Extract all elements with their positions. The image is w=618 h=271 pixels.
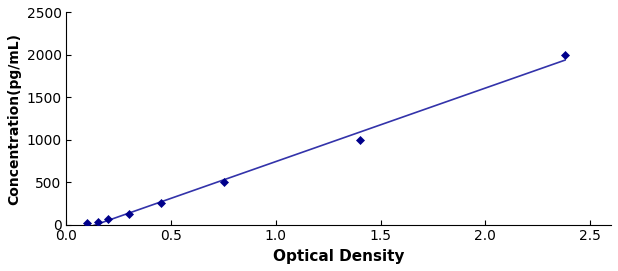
X-axis label: Optical Density: Optical Density bbox=[273, 249, 405, 264]
Y-axis label: Concentration(pg/mL): Concentration(pg/mL) bbox=[7, 33, 21, 205]
